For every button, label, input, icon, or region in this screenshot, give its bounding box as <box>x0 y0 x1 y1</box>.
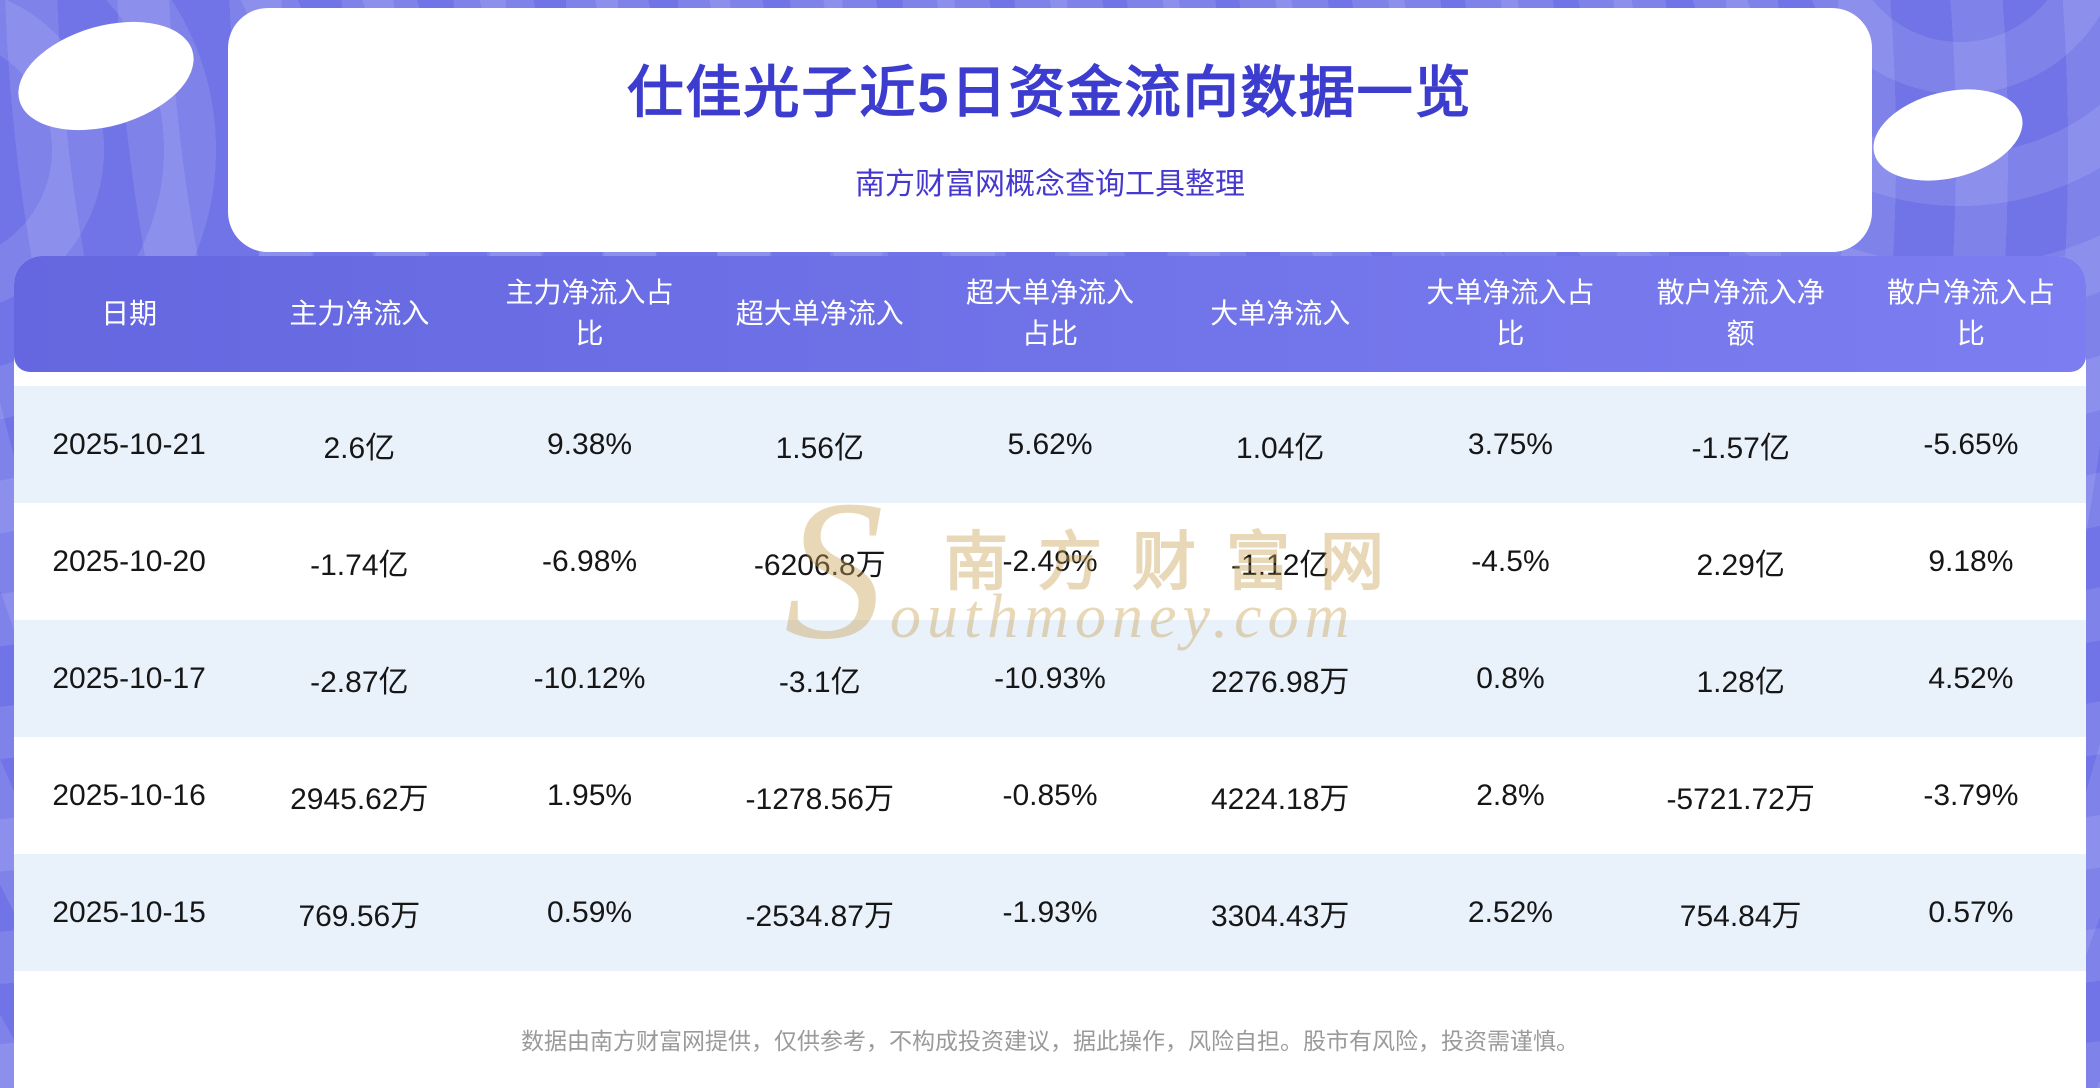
value-cell: -6206.8万 <box>753 548 886 582</box>
value-cell: -4.5% <box>1471 544 1550 578</box>
value-cell: 3304.43万 <box>1210 899 1350 933</box>
value-cell: 1.28亿 <box>1696 665 1785 699</box>
value-cell: -6.98% <box>542 544 638 578</box>
decor-ellipse-left <box>5 3 207 149</box>
value-cell: -1.93% <box>1002 895 1098 929</box>
value-cell: -10.93% <box>994 661 1106 695</box>
table-header-row: 日期 主力净流入 主力净流入占比 超大单净流入 超大单净流入占比 大单净流入 大单净流入占比… <box>14 256 2086 372</box>
capital-flow-table: 日期 主力净流入 主力净流入占比 超大单净流入 超大单净流入占比 大单净流入 大单净流入占比… <box>14 256 2086 1088</box>
header-cell-label: 大单净流入占比 <box>1426 277 1595 349</box>
table-row: 2025-10-15 769.56万 0.59% -2534.87万 -1.93% 330… <box>14 854 2086 971</box>
value-cell: 0.59% <box>547 895 633 929</box>
header-cell-label: 日期 <box>101 297 158 329</box>
value-cell: -1.12亿 <box>1231 548 1330 582</box>
header-cell: 主力净流入占比 <box>474 273 704 354</box>
value-cell: 0.8% <box>1476 661 1545 695</box>
header-cell-label: 超大单净流入 <box>735 297 904 329</box>
value-cell: -1278.56万 <box>745 782 894 816</box>
value-cell: 1.04亿 <box>1236 431 1325 465</box>
header-cell-label: 主力净流入占比 <box>505 277 674 349</box>
page-title: 仕佳光子近5日资金流向数据一览 <box>627 61 1473 124</box>
value-cell: -1.74亿 <box>310 548 409 582</box>
table-body: 2025-10-21 2.6亿 9.38% 1.56亿 5.62% 1.04亿 3.75% -… <box>14 386 2086 971</box>
value-cell: 4.52% <box>1928 661 2014 695</box>
header-cell: 大单净流入 <box>1165 294 1395 335</box>
value-cell: -5721.72万 <box>1666 782 1815 816</box>
header-cell: 超大单净流入 <box>705 294 935 335</box>
date-cell: 2025-10-16 <box>52 778 206 812</box>
title-card: 仕佳光子近5日资金流向数据一览 南方财富网概念查询工具整理 <box>228 8 1872 252</box>
header-cell-label: 超大单净流入占比 <box>965 277 1134 349</box>
value-cell: 2945.62万 <box>290 782 429 816</box>
value-cell: 3.75% <box>1467 427 1553 461</box>
header-cell: 主力净流入 <box>244 294 474 335</box>
date-cell: 2025-10-15 <box>52 895 206 929</box>
disclaimer-text: 数据由南方财富网提供，仅供参考，不构成投资建议，据此操作，风险自担。股市有风险，… <box>521 1028 1579 1054</box>
value-cell: 2276.98万 <box>1210 665 1350 699</box>
header-cell: 散户净流入占比 <box>1856 273 2086 354</box>
value-cell: 4224.18万 <box>1210 782 1350 816</box>
value-cell: 2.29亿 <box>1696 548 1785 582</box>
value-cell: 2.8% <box>1476 778 1545 812</box>
value-cell: 5.62% <box>1007 427 1093 461</box>
value-cell: -1.57亿 <box>1691 431 1790 465</box>
value-cell: -0.85% <box>1002 778 1098 812</box>
value-cell: 1.95% <box>547 778 633 812</box>
header-cell: 超大单净流入占比 <box>935 273 1165 354</box>
value-cell: -2.87亿 <box>310 665 409 699</box>
value-cell: -3.1亿 <box>778 665 861 699</box>
header-cell: 日期 <box>14 294 244 335</box>
date-cell: 2025-10-21 <box>52 427 206 461</box>
header-cell: 大单净流入占比 <box>1395 273 1625 354</box>
value-cell: -5.65% <box>1923 427 2019 461</box>
value-cell: -3.79% <box>1923 778 2019 812</box>
value-cell: 2.6亿 <box>323 431 396 465</box>
value-cell: 0.57% <box>1928 895 2014 929</box>
date-cell: 2025-10-20 <box>52 544 206 578</box>
value-cell: 1.56亿 <box>775 431 864 465</box>
table-row: 2025-10-20 -1.74亿 -6.98% -6206.8万 -2.49% -1.1… <box>14 503 2086 620</box>
table-row: 2025-10-21 2.6亿 9.38% 1.56亿 5.62% 1.04亿 3.75% -… <box>14 386 2086 503</box>
value-cell: 9.18% <box>1928 544 2014 578</box>
value-cell: -2.49% <box>1002 544 1098 578</box>
header-cell-label: 散户净流入净额 <box>1656 277 1825 349</box>
page-subtitle: 南方财富网概念查询工具整理 <box>855 168 1245 201</box>
header-cell: 散户净流入净额 <box>1626 273 1856 354</box>
decor-ellipse-right <box>1863 74 2033 196</box>
table-row: 2025-10-17 -2.87亿 -10.12% -3.1亿 -10.93% 2276.… <box>14 620 2086 737</box>
header-cell-label: 散户净流入占比 <box>1886 277 2055 349</box>
value-cell: -10.12% <box>533 661 646 695</box>
value-cell: 9.38% <box>547 427 633 461</box>
header-cell-label: 大单净流入 <box>1210 297 1351 329</box>
table-row: 2025-10-16 2945.62万 1.95% -1278.56万 -0.85% 42… <box>14 737 2086 854</box>
date-cell: 2025-10-17 <box>52 661 206 695</box>
header-cell-label: 主力净流入 <box>289 297 430 329</box>
value-cell: 2.52% <box>1467 895 1553 929</box>
value-cell: 769.56万 <box>298 899 421 933</box>
value-cell: 754.84万 <box>1679 899 1802 933</box>
value-cell: -2534.87万 <box>745 899 894 933</box>
